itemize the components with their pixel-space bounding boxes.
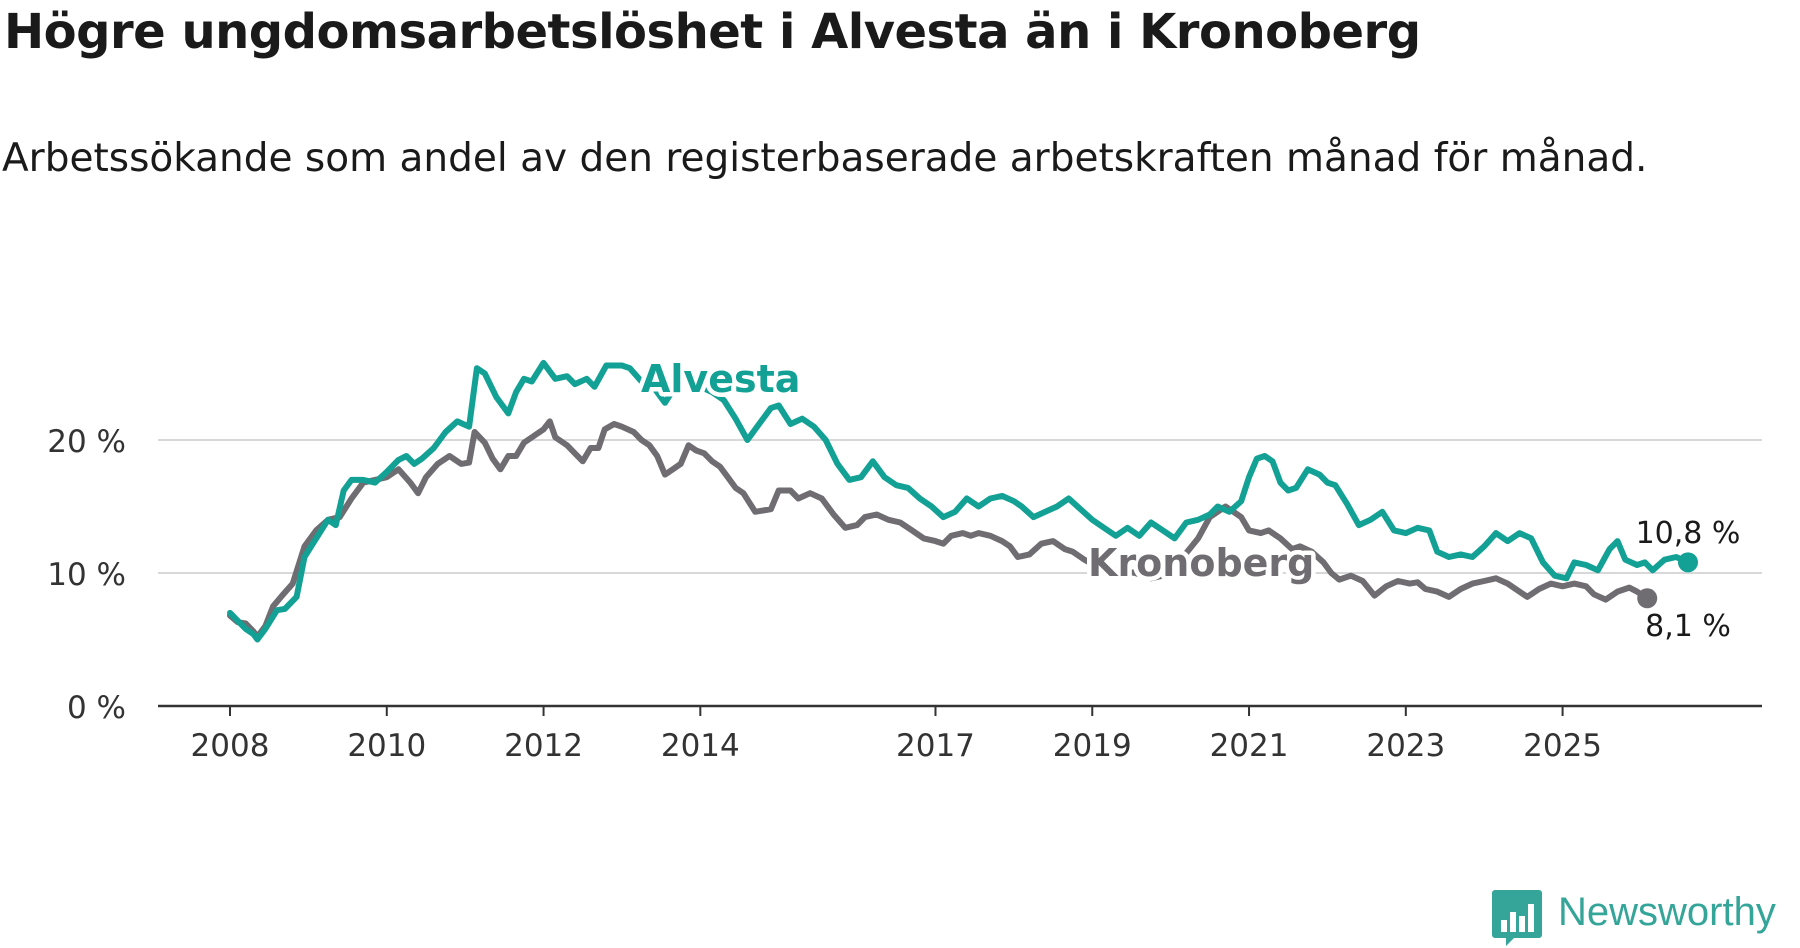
x-tick-label: 2008 — [191, 728, 270, 764]
series-line-kronoberg — [227, 418, 1651, 640]
end-value-label-kronoberg: 8,1 % — [1645, 609, 1731, 644]
y-tick-label: 0 % — [67, 690, 126, 726]
chart-subtitle: Arbetssökande som andel av den registerb… — [2, 136, 1648, 181]
x-tick-label: 2025 — [1523, 728, 1602, 764]
x-tick-label: 2023 — [1366, 728, 1445, 764]
end-point-kronoberg — [1637, 588, 1658, 609]
series-line-alvesta — [227, 359, 1691, 643]
x-tick-label: 2019 — [1053, 728, 1132, 764]
end-value-label-alvesta: 10,8 % — [1636, 516, 1741, 551]
x-tick-label: 2017 — [896, 728, 975, 764]
y-tick-label: 10 % — [47, 557, 126, 593]
series-lines — [227, 359, 1698, 643]
newsworthy-wordmark: Newsworthy — [1558, 890, 1776, 934]
chart-title: Högre ungdomsarbetslöshet i Alvesta än i… — [4, 4, 1421, 60]
x-tick-label: 2014 — [661, 728, 740, 764]
newsworthy-chat-bar-icon — [1492, 890, 1542, 946]
x-tick-label: 2012 — [504, 728, 583, 764]
x-tick-label: 2010 — [347, 728, 426, 764]
x-axis: 2008 2010 2012 2014 2017 2019 2021 2023 2025 — [158, 704, 1762, 764]
x-tick-label: 2021 — [1210, 728, 1289, 764]
end-point-alvesta — [1678, 552, 1698, 573]
y-axis-ticks: 0 % 10 % 20 % — [47, 424, 126, 726]
series-labels: Alvesta Kronoberg 10,8 % 8,1 % — [637, 353, 1744, 648]
series-label-kronoberg: Kronoberg — [1088, 541, 1314, 585]
y-tick-label: 20 % — [47, 424, 126, 460]
series-label-alvesta: Alvesta — [641, 357, 800, 401]
gridlines — [158, 439, 1762, 574]
newsworthy-logo[interactable]: Newsworthy — [1492, 888, 1794, 946]
